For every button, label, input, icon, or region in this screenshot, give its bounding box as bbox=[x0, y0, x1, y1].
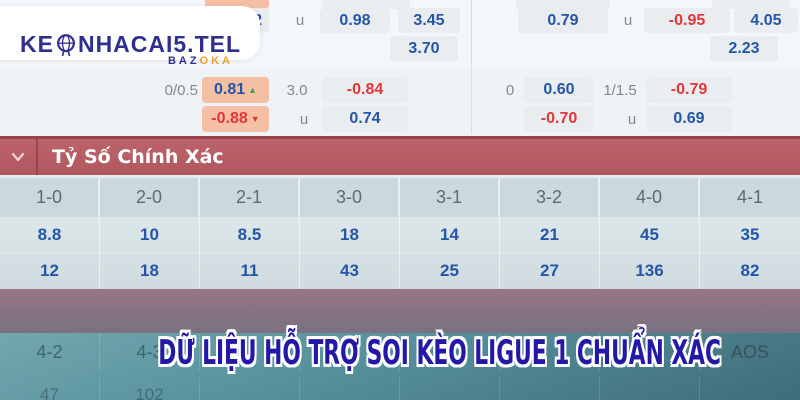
odds-cell[interactable]: 4.05 bbox=[734, 8, 798, 33]
logo-subtitle: BAZOKA bbox=[20, 55, 233, 67]
score-odds-cell[interactable]: 21 bbox=[500, 217, 600, 253]
score-col-header: 1-0 bbox=[0, 178, 100, 217]
logo-text-post: NHACAI5.TEL bbox=[77, 31, 242, 57]
total-line-label: 3.0 bbox=[286, 81, 308, 99]
under-label: u bbox=[295, 12, 305, 29]
odds-cell[interactable]: 3.45 bbox=[398, 8, 460, 33]
score-odds-cell[interactable]: 47 bbox=[0, 377, 100, 400]
odds-cell[interactable]: 0.79 bbox=[518, 8, 608, 33]
header-divider bbox=[36, 139, 38, 175]
logo-wordmark: KE NHACAI5.TEL bbox=[20, 31, 241, 58]
score-col-header: 4-3 bbox=[100, 333, 200, 371]
odds-cell-cutoff[interactable] bbox=[322, 0, 410, 9]
trend-down-icon: ▼ bbox=[250, 113, 260, 124]
handicap-label: 0/0.5 bbox=[164, 81, 198, 99]
total-line-label: 1/1.5 bbox=[603, 81, 637, 99]
odds-cell[interactable]: 0.74 bbox=[322, 106, 408, 132]
score-odds-cell[interactable]: 82 bbox=[740, 261, 760, 280]
promo-overlay-zone: 4-2 4-3 4-4 AOS 47 102 bbox=[0, 333, 800, 400]
handicap-label: 0 bbox=[505, 81, 515, 99]
score-header-row-2: 4-2 4-3 4-4 AOS bbox=[0, 333, 800, 371]
score-odds-cell[interactable]: 10 bbox=[100, 217, 200, 253]
promo-band bbox=[0, 289, 800, 333]
score-col-header bbox=[500, 333, 600, 371]
score-odds-cell[interactable] bbox=[200, 377, 300, 400]
under-label: u bbox=[627, 110, 637, 128]
site-logo[interactable]: KE NHACAI5.TEL BAZOKA bbox=[0, 6, 260, 67]
odds-cell-cutoff[interactable] bbox=[712, 0, 790, 9]
score-odds-cell[interactable] bbox=[600, 377, 700, 400]
score-col-header: AOS bbox=[730, 341, 769, 362]
score-col-header: 4-1 bbox=[736, 187, 763, 207]
score-odds-cell[interactable]: 12 bbox=[0, 253, 100, 289]
score-col-header: 2-1 bbox=[200, 178, 300, 217]
section-title: Tỷ Số Chính Xác bbox=[52, 146, 224, 168]
promo-banner: DỮ LIỆU HỖ TRỢ SOI KÈO LIGUE 1 CHUẨN XÁC bbox=[0, 333, 800, 373]
odds-cell[interactable]: 0.98 bbox=[320, 8, 390, 33]
score-odds-cell[interactable]: 18 bbox=[100, 253, 200, 289]
odds-cell[interactable]: -0.95 bbox=[644, 8, 730, 33]
logo-sub-post: OKA bbox=[199, 55, 233, 67]
score-odds-cell[interactable]: 8.5 bbox=[200, 217, 300, 253]
promo-banner-text: DỮ LIỆU HỖ TRỢ SOI KÈO LIGUE 1 CHUẨN XÁC bbox=[158, 333, 721, 373]
score-odds-cell[interactable]: 43 bbox=[300, 253, 400, 289]
score-odds-cell[interactable] bbox=[700, 377, 800, 400]
score-odds-cell[interactable] bbox=[500, 377, 600, 400]
score-odds-row-cutoff: 47 102 bbox=[0, 377, 800, 400]
odds-cell[interactable]: 3.70 bbox=[390, 36, 458, 61]
table-top-strip bbox=[0, 175, 800, 178]
score-odds-row: 8.8 10 8.5 18 14 21 45 35 bbox=[0, 217, 800, 253]
score-col-header: 4-0 bbox=[600, 178, 700, 217]
logo-text-pre: KE bbox=[20, 31, 54, 57]
chevron-down-icon[interactable] bbox=[9, 149, 27, 170]
score-odds-cell[interactable]: 102 bbox=[100, 377, 200, 400]
odds-cell-highlighted[interactable]: -0.88 ▼ bbox=[202, 106, 269, 132]
score-odds-rows: 8.8 10 8.5 18 14 21 45 35 12 18 11 43 25… bbox=[0, 217, 800, 289]
under-label: u bbox=[299, 110, 309, 128]
trend-up-icon: ▲ bbox=[248, 84, 258, 95]
score-header-row: 1-0 2-0 2-1 3-0 3-1 3-2 4-0 4-1 bbox=[0, 178, 800, 217]
odds-cell[interactable]: 0.60 bbox=[524, 77, 594, 103]
logo-sub-pre: BAZ bbox=[167, 55, 200, 67]
odds-cell[interactable]: -0.84 bbox=[322, 77, 408, 103]
score-odds-cell[interactable]: 14 bbox=[400, 217, 500, 253]
score-odds-cell[interactable]: 25 bbox=[400, 253, 500, 289]
score-odds-row: 12 18 11 43 25 27 136 82 bbox=[0, 253, 800, 289]
score-odds-cell[interactable]: 8.8 bbox=[0, 217, 100, 253]
score-col-header: 3-1 bbox=[400, 178, 500, 217]
score-odds-cell[interactable]: 18 bbox=[300, 217, 400, 253]
under-label: u bbox=[623, 12, 633, 29]
odds-value: 0.81 bbox=[213, 81, 246, 98]
odds-cell-cutoff[interactable] bbox=[516, 0, 610, 9]
score-col-header: 3-2 bbox=[500, 178, 600, 217]
score-col-header: 4-4 bbox=[600, 333, 700, 371]
score-odds-cell[interactable]: 27 bbox=[500, 253, 600, 289]
score-col-header: 4-2 bbox=[0, 333, 100, 371]
section-top-border bbox=[0, 136, 800, 139]
odds-column-divider bbox=[471, 0, 472, 134]
score-odds-cell[interactable] bbox=[300, 377, 400, 400]
odds-cell-highlighted[interactable]: 0.81 ▲ bbox=[202, 77, 269, 103]
score-col-header bbox=[200, 333, 300, 371]
score-odds-cell[interactable] bbox=[400, 377, 500, 400]
odds-cell[interactable]: -0.70 bbox=[524, 106, 594, 132]
score-odds-cell[interactable]: 136 bbox=[600, 253, 700, 289]
odds-cell[interactable]: -0.79 bbox=[646, 77, 732, 103]
odds-cell[interactable]: 0.69 bbox=[646, 106, 732, 132]
odds-value: -0.88 bbox=[211, 110, 248, 127]
globe-mascot-icon bbox=[56, 33, 75, 56]
score-odds-cell[interactable]: 35 bbox=[700, 217, 800, 253]
score-col-header: 3-0 bbox=[300, 178, 400, 217]
score-odds-cell[interactable]: 11 bbox=[200, 253, 300, 289]
score-odds-cell[interactable]: 45 bbox=[600, 217, 700, 253]
score-col-header: 2-0 bbox=[100, 178, 200, 217]
correct-score-header-bar: Tỷ Số Chính Xác bbox=[0, 139, 800, 175]
score-col-header bbox=[400, 333, 500, 371]
odds-cell-cutoff[interactable] bbox=[205, 0, 269, 9]
odds-cell[interactable]: 2.23 bbox=[710, 36, 778, 61]
score-col-header bbox=[300, 333, 400, 371]
